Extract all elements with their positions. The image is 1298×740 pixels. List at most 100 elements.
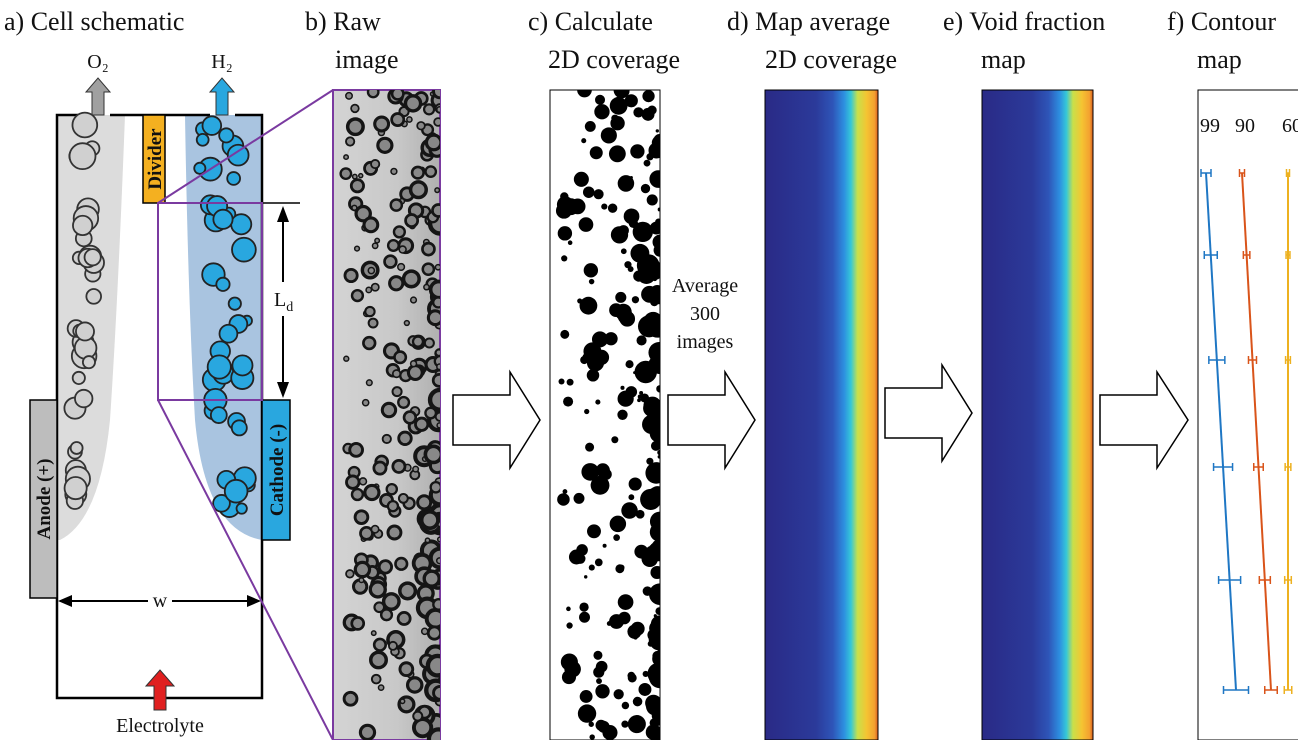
raw-bubble <box>414 416 430 432</box>
panel-title: 2D coverage <box>765 45 897 74</box>
coverage-blob <box>595 684 610 699</box>
raw-bubble <box>358 723 377 740</box>
coverage-blob <box>579 296 598 315</box>
error-bar <box>1284 356 1292 364</box>
raw-bubble <box>339 167 353 181</box>
coverage-blob <box>642 670 649 678</box>
coverage-blob <box>611 436 619 444</box>
raw-bubble <box>391 458 407 474</box>
coverage-blob <box>588 721 594 727</box>
coverage-blob <box>625 360 634 369</box>
average-label: images <box>677 331 734 353</box>
raw-bubble <box>436 363 440 371</box>
coverage-blob <box>586 369 600 382</box>
raw-bubble <box>427 387 440 412</box>
error-bar <box>1217 576 1242 584</box>
raw-bubble <box>390 167 398 176</box>
coverage-blob <box>650 297 659 307</box>
error-bar <box>1238 169 1246 177</box>
cathode-bubble <box>212 208 234 230</box>
coverage-blob <box>636 335 647 346</box>
raw-bubble <box>412 465 420 473</box>
raw-bubble <box>434 187 440 194</box>
raw-bubble <box>342 690 359 707</box>
raw-bubble <box>377 684 385 692</box>
coverage-blob <box>646 457 654 465</box>
cathode-bubble <box>223 478 249 504</box>
divider-label: Divider <box>145 128 166 190</box>
raw-bubble <box>424 165 438 178</box>
ld-label: Ld <box>274 289 293 315</box>
raw-bubble <box>353 560 372 579</box>
anode-bubble <box>71 370 86 385</box>
panel-title: 2D coverage <box>548 45 680 74</box>
raw-bubble <box>343 154 350 161</box>
raw-bubble <box>363 483 381 502</box>
raw-bubble <box>432 90 440 100</box>
raw-bubble <box>365 379 373 387</box>
panel-title: b) Raw <box>305 7 381 36</box>
coverage-blob <box>655 218 660 226</box>
coverage-blob <box>630 243 650 263</box>
raw-bubble <box>345 136 356 147</box>
raw-bubble <box>424 133 440 152</box>
contour-line <box>1241 172 1272 691</box>
raw-bubble <box>434 411 440 422</box>
electrolyte-arrow <box>144 669 176 711</box>
anode-bubble <box>83 248 102 267</box>
coverage-blob <box>655 129 659 133</box>
raw-bubble <box>351 204 358 211</box>
anode-bubble <box>63 476 88 501</box>
divider <box>142 114 166 204</box>
raw-bubble <box>423 337 435 349</box>
raw-bubble <box>389 198 404 212</box>
raw-bubble <box>390 112 406 128</box>
block-arrow <box>1099 369 1189 471</box>
anode <box>29 399 58 599</box>
coverage-blob <box>620 248 627 255</box>
coverage-blob <box>582 186 595 198</box>
coverage-blob <box>594 558 603 567</box>
coverage-blob <box>633 635 638 640</box>
coverage-blob <box>594 104 610 120</box>
coverage-blob <box>645 724 660 740</box>
coverage-blob <box>628 494 635 501</box>
coverage-blob <box>602 725 618 740</box>
ld-main: L <box>274 289 286 311</box>
cathode-bubble <box>201 115 223 136</box>
coverage-blob <box>648 342 660 364</box>
coverage-blob <box>653 407 660 422</box>
coverage-blob <box>577 90 592 98</box>
raw-bubble <box>432 685 440 701</box>
raw-bubble <box>371 242 379 250</box>
coverage-blob <box>588 278 595 285</box>
raw-bubble <box>377 559 394 575</box>
raw-bubble <box>411 717 434 739</box>
coverage-blob <box>602 543 607 548</box>
coverage-blob <box>593 666 605 678</box>
w-bg <box>148 588 172 612</box>
coverage-blob <box>630 144 645 159</box>
raw-bubble <box>381 433 392 445</box>
panel-title: map <box>981 45 1026 74</box>
raw-bubble <box>351 173 358 180</box>
block-arrow <box>667 369 756 471</box>
coverage-blob <box>617 409 628 420</box>
raw-bubble <box>422 103 436 116</box>
coverage-blob <box>649 486 660 503</box>
raw-bubble <box>386 499 400 513</box>
block-arrow <box>452 369 541 471</box>
raw-bubble <box>412 710 424 722</box>
raw-bubble <box>386 524 403 541</box>
raw-bubble <box>353 245 361 252</box>
error-bar <box>1200 169 1212 177</box>
raw-bubble <box>388 275 405 292</box>
coverage-blob <box>650 285 660 300</box>
arrow-head <box>58 595 72 607</box>
coverage-blob <box>561 255 568 262</box>
contour-label: 99 <box>1200 115 1220 137</box>
coverage-blob <box>632 221 653 243</box>
raw-bubble <box>399 698 406 705</box>
panel-title: a) Cell schematic <box>4 7 184 36</box>
raw-bubble <box>392 225 406 239</box>
